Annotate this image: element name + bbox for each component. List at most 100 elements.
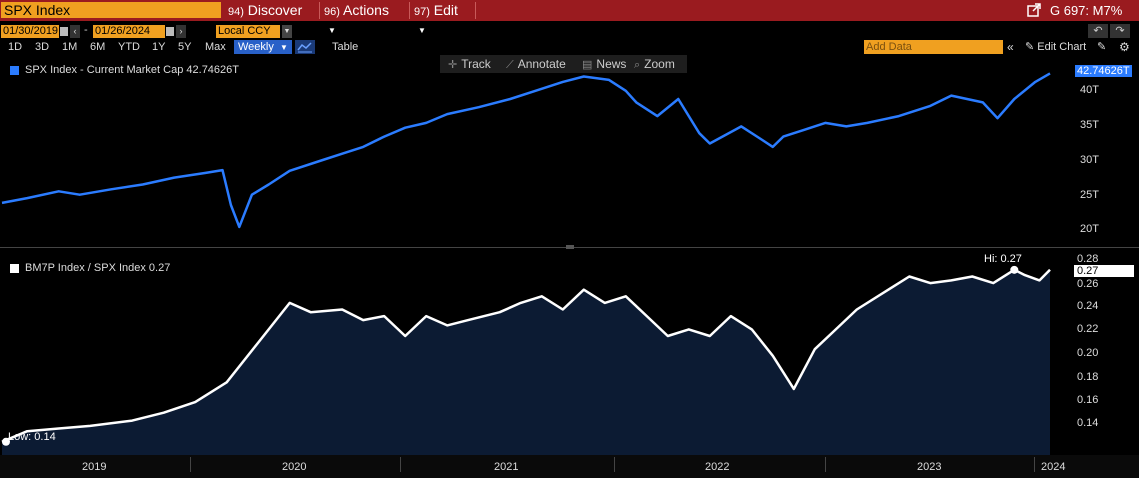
caret-down-icon: ▼: [418, 25, 426, 35]
pencil-icon: ✎: [1025, 41, 1035, 53]
x-tick-separator: [1034, 457, 1035, 472]
y-tick-label: 0.24: [1077, 300, 1099, 312]
x-tick-label: 2022: [705, 461, 730, 473]
y-tick-label: 40T: [1080, 84, 1099, 96]
y-tick-label: 35T: [1080, 119, 1099, 131]
end-date-input[interactable]: 01/26/2024: [93, 25, 165, 38]
news-tool[interactable]: ▤ News: [582, 55, 626, 73]
bottom-legend-label: BM7P Index / SPX Index 0.27: [25, 262, 171, 274]
edit-chart-button[interactable]: ✎ Edit Chart: [1025, 40, 1086, 54]
x-tick-label: 2023: [917, 461, 942, 473]
y-tick-label: 0.22: [1077, 323, 1099, 335]
calendar-icon[interactable]: [60, 27, 68, 36]
y-tick-label: 0.20: [1077, 347, 1099, 359]
news-label: News: [596, 57, 627, 71]
x-tick-label: 2019: [82, 461, 107, 473]
edit-chart-label: Edit Chart: [1037, 41, 1087, 53]
top-legend-label: SPX Index - Current Market Cap 42.74626T: [25, 64, 239, 76]
chevron-left-icon[interactable]: ‹: [70, 25, 80, 38]
low-label: Low: 0.14: [8, 431, 56, 443]
y-tick-label: 0.18: [1077, 371, 1099, 383]
menu-separator: [319, 2, 320, 19]
timeframe-ytd[interactable]: YTD: [118, 41, 140, 53]
menu-number: 94): [228, 6, 244, 18]
y-tick-label: 0.26: [1077, 278, 1099, 290]
caret-down-icon: ▼: [279, 43, 288, 52]
pen-icon: ⟋: [506, 59, 514, 71]
resize-handle[interactable]: [566, 245, 574, 249]
zoom-label: Zoom: [644, 57, 675, 71]
timeframe-1m[interactable]: 1M: [62, 41, 78, 53]
ratio-area-fill: [2, 269, 1050, 455]
x-tick-label: 2024: [1041, 461, 1066, 473]
caret-down-icon[interactable]: ▼: [282, 25, 292, 38]
track-tool[interactable]: ✛ Track: [448, 55, 491, 73]
timeframe-6m[interactable]: 6M: [90, 41, 106, 53]
actions-menu[interactable]: 96) Actions ▼: [320, 2, 408, 35]
last-value-tag: 42.74626T: [1075, 65, 1132, 77]
crosshair-icon: ✛: [448, 59, 458, 71]
chart-tools-bar: ✛ Track ⟋ Annotate ▤ News ⌕ Zoom: [440, 55, 687, 73]
timeframe-1y[interactable]: 1Y: [152, 41, 166, 53]
x-tick-separator: [400, 457, 401, 472]
news-icon: ▤: [582, 59, 593, 71]
caret-down-icon: ▼: [328, 25, 336, 35]
high-marker: [1010, 265, 1019, 274]
x-axis: [0, 455, 1139, 478]
menu-label: Actions: [343, 2, 389, 18]
legend-swatch: [10, 66, 19, 75]
x-tick-separator: [825, 457, 826, 472]
edit-menu[interactable]: 97) Edit ▼: [410, 2, 474, 35]
chevron-right-icon[interactable]: ›: [176, 25, 186, 38]
timeframe-max[interactable]: Max: [205, 41, 226, 53]
undo-icon[interactable]: ↶: [1088, 24, 1108, 38]
menu-label: Edit: [433, 2, 458, 18]
legend-swatch: [10, 264, 19, 273]
track-label: Track: [461, 57, 491, 71]
y-tick-label: 30T: [1080, 154, 1099, 166]
menu-number: 97): [414, 6, 430, 18]
high-label: Hi: 0.27: [984, 253, 1022, 265]
redo-icon[interactable]: ↷: [1110, 24, 1130, 38]
x-tick-label: 2020: [282, 461, 307, 473]
last-value-tag: 0.27: [1074, 265, 1134, 277]
annotate-label: Annotate: [517, 57, 566, 71]
y-tick-label: 25T: [1080, 189, 1099, 201]
undo-redo-group: ↶ ↷: [1088, 24, 1138, 38]
x-tick-separator: [190, 457, 191, 472]
gear-icon[interactable]: ⚙: [1119, 40, 1130, 54]
low-marker: [2, 437, 10, 446]
y-tick-label: 0.14: [1077, 417, 1099, 429]
command-bar: [0, 0, 1139, 21]
frequency-label: Weekly: [238, 41, 274, 53]
menu-separator: [409, 2, 410, 19]
date-range-dash: -: [84, 24, 88, 36]
pencil-icon[interactable]: ✎: [1097, 41, 1107, 53]
timeframe-5y[interactable]: 5Y: [178, 41, 192, 53]
annotate-tool[interactable]: ⟋ Annotate: [506, 55, 566, 73]
market-cap-line: [1, 72, 1051, 229]
table-button[interactable]: Table: [332, 41, 359, 53]
add-data-input[interactable]: Add Data: [864, 40, 1003, 54]
zoom-tool[interactable]: ⌕ Zoom: [634, 55, 675, 73]
x-tick-separator: [614, 457, 615, 472]
launchpad-label[interactable]: G 697: M7%: [1050, 3, 1123, 18]
ticker-input[interactable]: SPX Index: [1, 2, 221, 18]
menu-number: 96): [324, 6, 340, 18]
line-chart-icon[interactable]: [295, 40, 315, 54]
export-icon[interactable]: [1027, 3, 1041, 17]
frequency-select[interactable]: Weekly ▼: [234, 40, 292, 54]
start-date-input[interactable]: 01/30/2019: [1, 25, 59, 38]
double-chevron-left-icon[interactable]: «: [1007, 40, 1014, 54]
calendar-icon[interactable]: [166, 27, 174, 36]
x-tick-label: 2021: [494, 461, 519, 473]
timeframe-1d[interactable]: 1D: [8, 41, 23, 53]
timeframe-3d[interactable]: 3D: [35, 41, 50, 53]
y-tick-label: 0.16: [1077, 394, 1099, 406]
menu-separator: [475, 2, 476, 19]
magnifier-icon: ⌕: [634, 59, 641, 71]
menu-label: Discover: [247, 2, 303, 18]
currency-select[interactable]: Local CCY: [216, 25, 280, 38]
y-tick-label: 20T: [1080, 223, 1099, 235]
